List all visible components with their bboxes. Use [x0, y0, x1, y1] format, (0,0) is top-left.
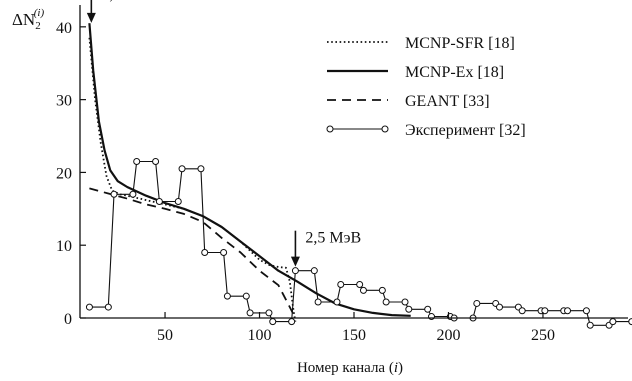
data-point [104, 303, 112, 311]
data-point [174, 198, 182, 206]
data-point [564, 307, 572, 315]
y-tick-label: 10 [56, 238, 72, 255]
data-point [586, 321, 594, 329]
x-axis-label-variable: i [394, 360, 398, 376]
series-line-3 [89, 187, 295, 315]
data-point [405, 305, 413, 313]
data-point [133, 158, 141, 165]
x-tick-label: 150 [342, 327, 366, 344]
legend-label: GEANT [33] [405, 93, 490, 110]
data-point [155, 198, 163, 206]
x-tick-label: 250 [531, 327, 555, 344]
axes: 0 10 20 30 40 50 100 150 200 250 [56, 5, 628, 344]
annotation-arrow-head [290, 256, 300, 267]
annotation-arrow-head [86, 12, 96, 23]
data-point [288, 318, 296, 326]
data-point [473, 299, 481, 307]
data-point [496, 303, 504, 311]
data-point [310, 267, 318, 275]
y-axis-label-superscript: (i) [34, 7, 45, 19]
y-tick-label: 20 [56, 165, 72, 182]
data-point [401, 298, 409, 306]
annotations: 0,7 МэВ 2,5 МэВ [86, 0, 361, 267]
data-point [518, 307, 526, 315]
data-point [424, 305, 432, 313]
x-axis-label-end: ) [398, 360, 403, 376]
data-point [609, 318, 617, 326]
data-point [265, 309, 273, 317]
data-point [220, 248, 228, 256]
y-tick-label: 30 [56, 93, 72, 110]
data-point [333, 298, 341, 306]
x-axis-label: Номер канала (i) [297, 360, 403, 376]
data-point [152, 158, 160, 165]
x-tick-label: 100 [248, 327, 272, 344]
series-line-2 [88, 23, 411, 317]
data-point [359, 286, 367, 294]
data-point [242, 292, 250, 300]
y-tick-label: 40 [56, 20, 72, 37]
data-point [85, 303, 93, 311]
data-point [269, 318, 277, 326]
legend-label: Эксперимент [32] [405, 122, 526, 139]
y-tick-label: 0 [64, 311, 72, 328]
data-point [337, 281, 345, 289]
annotation-label: 2,5 МэВ [305, 230, 361, 247]
x-axis-label-main: Номер канала ( [297, 360, 394, 376]
y-axis-label-subscript: 2 [35, 20, 41, 32]
legend: MCNP-SFR [18] MCNP-Ex [18] GEANT [33] Экспе… [326, 35, 526, 139]
data-point [291, 267, 299, 275]
data-point [197, 165, 205, 173]
x-tick-label: 50 [157, 327, 173, 344]
y-axis-label: ΔN2(i) [12, 7, 44, 32]
legend-marker [381, 125, 389, 133]
y-axis-label-main: ΔN [12, 10, 35, 29]
data-point [246, 309, 254, 317]
data-point [201, 248, 209, 256]
data-point [129, 190, 137, 198]
data-point [110, 190, 118, 198]
annotation-label: 0,7 МэВ [101, 0, 157, 3]
data-point [223, 292, 231, 300]
data-point [356, 281, 364, 289]
data-point [582, 307, 590, 315]
data-point [382, 298, 390, 306]
x-tick-label: 200 [436, 327, 460, 344]
legend-label: MCNP-SFR [18] [405, 35, 515, 52]
data-point [378, 286, 386, 294]
legend-label: MCNP-Ex [18] [405, 64, 504, 81]
data-point [314, 298, 322, 306]
data-point [178, 165, 186, 173]
legend-marker [326, 125, 334, 133]
